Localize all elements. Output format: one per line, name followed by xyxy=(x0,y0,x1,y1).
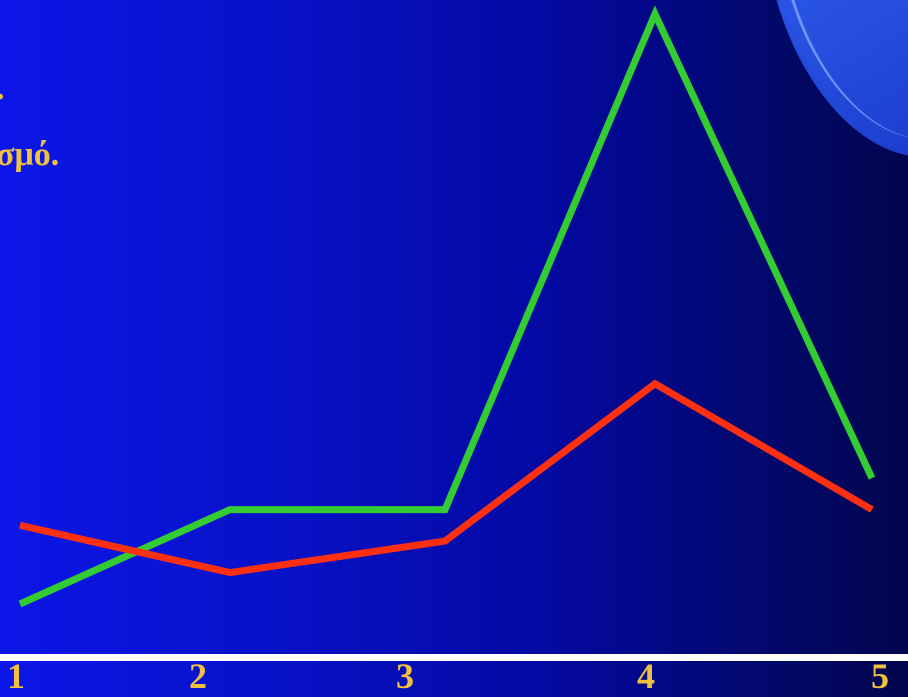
x-tick-label-4: 4 xyxy=(637,656,655,696)
text-fragment-line2: σμό. xyxy=(0,136,60,173)
series-line-1 xyxy=(18,5,876,608)
x-axis-line xyxy=(0,654,908,661)
x-tick-label-5: 5 xyxy=(871,656,889,696)
x-tick-label-2: 2 xyxy=(189,656,207,696)
x-tick-label-3: 3 xyxy=(396,656,414,696)
text-fragment-line1: . xyxy=(0,72,5,106)
series-line-2 xyxy=(19,379,874,577)
x-tick-label-1: 1 xyxy=(7,656,25,696)
